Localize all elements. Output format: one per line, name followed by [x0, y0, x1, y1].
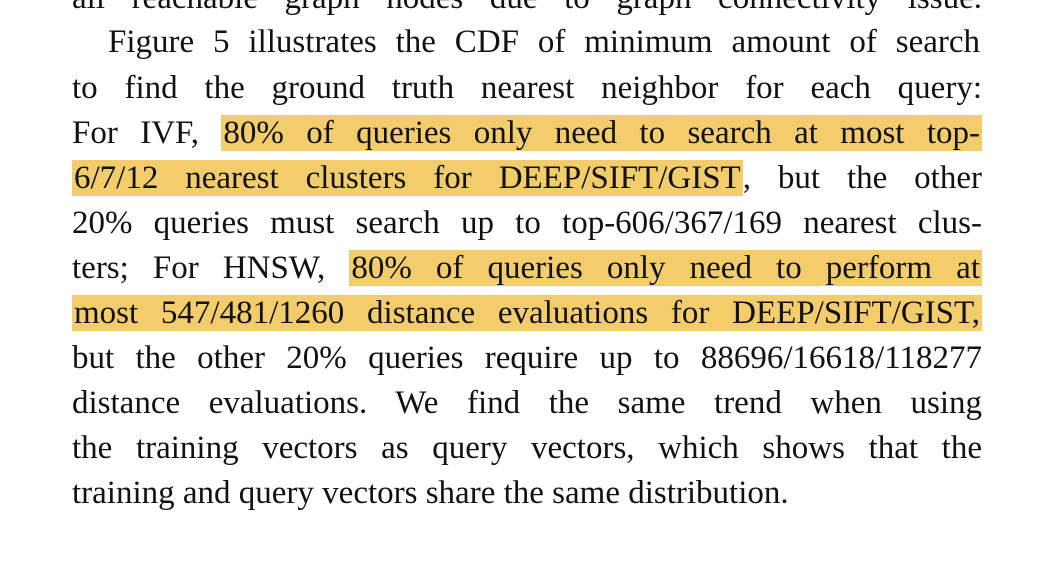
line-text: Figure 5 illustrates the CDF of minimum … [108, 24, 980, 60]
paragraph-line-6: ters; For HNSW, 80% of queries only need… [72, 246, 982, 291]
paragraph-line-1: Figure 5 illustrates the CDF of minimum … [108, 20, 980, 65]
highlighted-text: 6/7/12 nearest clusters for DEEP/SIFT/GI… [72, 160, 743, 196]
line-text: ters; For HNSW, [72, 250, 350, 286]
paragraph-line-5: 20% queries must search up to top-606/36… [72, 201, 982, 246]
line-text: 20% queries must search up to top-606/36… [72, 205, 982, 241]
line-text: but the other 20% queries require up to … [72, 340, 982, 376]
fragment-text: all reachable graph nodes due to graph c… [72, 0, 982, 16]
previous-paragraph-last-line: all reachable graph nodes due to graph c… [72, 0, 982, 21]
paragraph-line-9: distance evaluations. We find the same t… [72, 381, 982, 426]
paragraph-line-4: 6/7/12 nearest clusters for DEEP/SIFT/GI… [72, 156, 982, 201]
line-text: For IVF, [72, 115, 222, 151]
paragraph-line-7: most 547/481/1260 distance evaluations f… [72, 291, 982, 336]
line-text: the training vectors as query vectors, w… [72, 430, 982, 466]
paragraph-line-2: to find the ground truth nearest neighbo… [72, 66, 982, 111]
highlighted-text: 80% of queries only need to perform at [349, 250, 982, 286]
paragraph-line-8: but the other 20% queries require up to … [72, 336, 982, 381]
paragraph-line-11: training and query vectors share the sam… [72, 471, 982, 516]
paragraph-line-3: For IVF, 80% of queries only need to sea… [72, 111, 982, 156]
paragraph-line-10: the training vectors as query vectors, w… [72, 426, 982, 471]
line-text: distance evaluations. We find the same t… [72, 385, 982, 421]
highlighted-text: 80% of queries only need to search at mo… [221, 115, 982, 151]
highlighted-text: most 547/481/1260 distance evaluations f… [72, 295, 982, 331]
line-text: to find the ground truth nearest neighbo… [72, 70, 982, 106]
line-text: training and query vectors share the sam… [72, 475, 789, 511]
line-text: , but the other [742, 160, 982, 196]
